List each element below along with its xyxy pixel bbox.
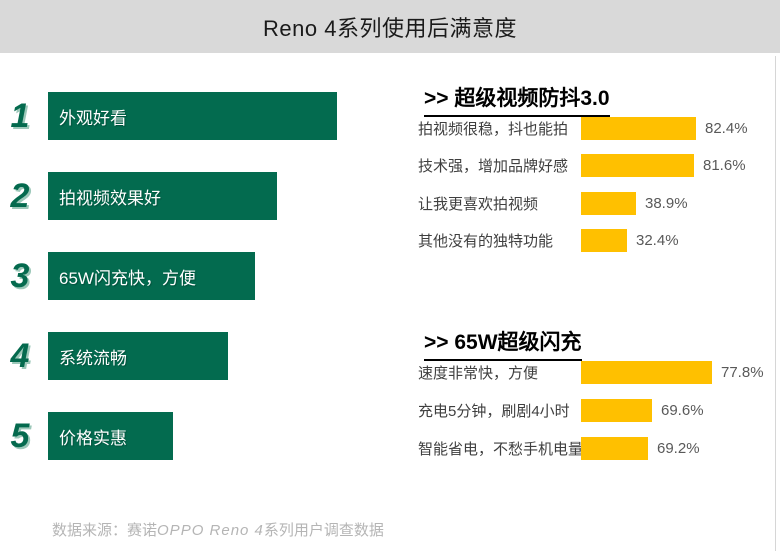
header-bar: Reno 4系列使用后满意度 bbox=[0, 0, 780, 53]
rank-number: 1 bbox=[10, 97, 30, 135]
page-title: Reno 4系列使用后满意度 bbox=[263, 15, 517, 41]
bar-row: 速度非常快，方便 77.8% bbox=[418, 361, 764, 384]
bar-row: 充电5分钟，刷剧4小时 69.6% bbox=[418, 399, 704, 422]
rank-bar: 价格实惠 bbox=[48, 412, 173, 460]
rank-number: 2 bbox=[10, 177, 30, 215]
bar-value: 82.4% bbox=[705, 120, 748, 137]
source-note-brand: OPPO Reno 4 bbox=[157, 522, 264, 539]
bar-row: 技术强，增加品牌好感 81.6% bbox=[418, 154, 746, 177]
bar-label: 让我更喜欢拍视频 bbox=[418, 196, 539, 213]
rank-label: 系统流畅 bbox=[59, 348, 127, 368]
bar bbox=[581, 192, 636, 215]
bar bbox=[581, 154, 694, 177]
bar-label: 充电5分钟，刷剧4小时 bbox=[418, 403, 570, 420]
rank-number: 3 bbox=[10, 257, 30, 295]
bar-row: 拍视频很稳，抖也能拍 82.4% bbox=[418, 117, 748, 140]
rank-number: 4 bbox=[10, 337, 30, 375]
bar-value: 81.6% bbox=[703, 157, 746, 174]
rank-item: 1 外观好看 bbox=[0, 92, 337, 140]
bar-label: 拍视频很稳，抖也能拍 bbox=[418, 121, 569, 138]
bar-label: 智能省电，不愁手机电量 bbox=[418, 441, 584, 458]
source-note-suffix: 系列用户调查数据 bbox=[263, 522, 384, 539]
bar-row: 其他没有的独特功能 32.4% bbox=[418, 229, 679, 252]
bar bbox=[581, 117, 696, 140]
rank-label: 拍视频效果好 bbox=[59, 188, 161, 208]
bar bbox=[581, 229, 627, 252]
source-note-prefix: 数据来源：赛诺 bbox=[52, 522, 158, 539]
section-title-flash-charge: >> 65W超级闪充 bbox=[424, 326, 582, 361]
rank-item: 2 拍视频效果好 bbox=[0, 172, 277, 220]
bar-value: 32.4% bbox=[636, 232, 679, 249]
slide-edge-divider bbox=[775, 56, 776, 551]
rank-number: 5 bbox=[10, 417, 30, 455]
bar bbox=[581, 399, 652, 422]
bar-value: 69.2% bbox=[657, 440, 700, 457]
rank-item: 5 价格实惠 bbox=[0, 412, 173, 460]
bar-value: 38.9% bbox=[645, 195, 688, 212]
bar bbox=[581, 437, 648, 460]
rank-label: 外观好看 bbox=[59, 108, 127, 128]
section-title-video-stabilization: >> 超级视频防抖3.0 bbox=[424, 82, 610, 117]
bar-value: 69.6% bbox=[661, 402, 704, 419]
bar-label: 速度非常快，方便 bbox=[418, 365, 539, 382]
bar-row: 智能省电，不愁手机电量 69.2% bbox=[418, 437, 700, 460]
rank-bar: 65W闪充快，方便 bbox=[48, 252, 255, 300]
rank-label: 价格实惠 bbox=[59, 428, 127, 448]
rank-bar: 系统流畅 bbox=[48, 332, 228, 380]
bar-value: 77.8% bbox=[721, 364, 764, 381]
rank-item: 3 65W闪充快，方便 bbox=[0, 252, 255, 300]
rank-bar: 外观好看 bbox=[48, 92, 337, 140]
rank-label: 65W闪充快，方便 bbox=[59, 268, 196, 288]
bar-label: 技术强，增加品牌好感 bbox=[418, 158, 569, 175]
bar-label: 其他没有的独特功能 bbox=[418, 233, 554, 250]
bar bbox=[581, 361, 712, 384]
rank-item: 4 系统流畅 bbox=[0, 332, 228, 380]
rank-bar: 拍视频效果好 bbox=[48, 172, 277, 220]
bar-row: 让我更喜欢拍视频 38.9% bbox=[418, 192, 688, 215]
source-note: 数据来源：赛诺OPPO Reno 4系列用户调查数据 bbox=[52, 519, 384, 540]
